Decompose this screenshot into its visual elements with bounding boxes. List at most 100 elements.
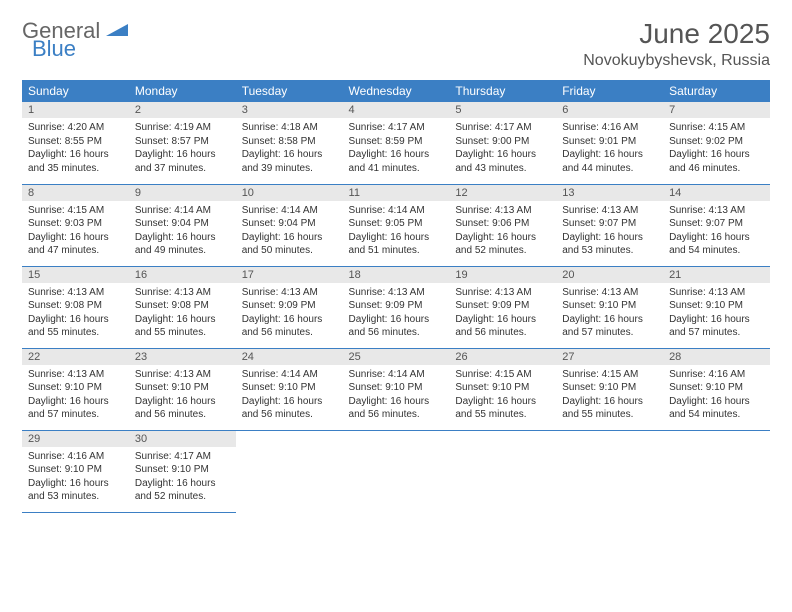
day-number: 4: [343, 102, 450, 118]
month-title: June 2025: [583, 18, 770, 50]
day-number: 16: [129, 267, 236, 283]
day-content: Sunrise: 4:13 AMSunset: 9:06 PMDaylight:…: [449, 201, 556, 261]
sunrise-line: Sunrise: 4:15 AM: [669, 121, 764, 135]
calendar-cell: 11Sunrise: 4:14 AMSunset: 9:05 PMDayligh…: [343, 184, 450, 266]
day-content: Sunrise: 4:13 AMSunset: 9:10 PMDaylight:…: [129, 365, 236, 425]
sunset-line: Sunset: 9:10 PM: [28, 381, 123, 395]
calendar-cell: 20Sunrise: 4:13 AMSunset: 9:10 PMDayligh…: [556, 266, 663, 348]
sunrise-line: Sunrise: 4:14 AM: [135, 204, 230, 218]
day-content: Sunrise: 4:13 AMSunset: 9:10 PMDaylight:…: [22, 365, 129, 425]
weekday-header: Saturday: [663, 80, 770, 102]
sunset-line: Sunset: 9:03 PM: [28, 217, 123, 231]
day-number: 25: [343, 349, 450, 365]
calendar-cell: 16Sunrise: 4:13 AMSunset: 9:08 PMDayligh…: [129, 266, 236, 348]
calendar-cell: 19Sunrise: 4:13 AMSunset: 9:09 PMDayligh…: [449, 266, 556, 348]
sunrise-line: Sunrise: 4:19 AM: [135, 121, 230, 135]
calendar-cell: 22Sunrise: 4:13 AMSunset: 9:10 PMDayligh…: [22, 348, 129, 430]
calendar-cell: 27Sunrise: 4:15 AMSunset: 9:10 PMDayligh…: [556, 348, 663, 430]
calendar-cell: 8Sunrise: 4:15 AMSunset: 9:03 PMDaylight…: [22, 184, 129, 266]
calendar-cell: [449, 430, 556, 512]
calendar-table: SundayMondayTuesdayWednesdayThursdayFrid…: [22, 80, 770, 513]
logo-blue-line: Blue: [32, 36, 76, 62]
sunrise-line: Sunrise: 4:13 AM: [28, 286, 123, 300]
calendar-cell: 2Sunrise: 4:19 AMSunset: 8:57 PMDaylight…: [129, 102, 236, 184]
sunset-line: Sunset: 8:58 PM: [242, 135, 337, 149]
sunrise-line: Sunrise: 4:15 AM: [455, 368, 550, 382]
sunset-line: Sunset: 9:04 PM: [135, 217, 230, 231]
day-number: 10: [236, 185, 343, 201]
day-content: Sunrise: 4:19 AMSunset: 8:57 PMDaylight:…: [129, 118, 236, 178]
calendar-cell: 25Sunrise: 4:14 AMSunset: 9:10 PMDayligh…: [343, 348, 450, 430]
sunrise-line: Sunrise: 4:16 AM: [562, 121, 657, 135]
sunset-line: Sunset: 9:01 PM: [562, 135, 657, 149]
daylight-line: Daylight: 16 hours and 46 minutes.: [669, 148, 764, 175]
day-content: Sunrise: 4:13 AMSunset: 9:07 PMDaylight:…: [663, 201, 770, 261]
sunset-line: Sunset: 9:10 PM: [562, 299, 657, 313]
day-number: 27: [556, 349, 663, 365]
day-content: Sunrise: 4:13 AMSunset: 9:08 PMDaylight:…: [129, 283, 236, 343]
daylight-line: Daylight: 16 hours and 57 minutes.: [28, 395, 123, 422]
calendar-cell: 28Sunrise: 4:16 AMSunset: 9:10 PMDayligh…: [663, 348, 770, 430]
sunset-line: Sunset: 9:07 PM: [562, 217, 657, 231]
day-content: Sunrise: 4:14 AMSunset: 9:04 PMDaylight:…: [129, 201, 236, 261]
sunrise-line: Sunrise: 4:13 AM: [135, 368, 230, 382]
calendar-cell: 23Sunrise: 4:13 AMSunset: 9:10 PMDayligh…: [129, 348, 236, 430]
sunset-line: Sunset: 9:10 PM: [669, 381, 764, 395]
day-number: 13: [556, 185, 663, 201]
weekday-header: Thursday: [449, 80, 556, 102]
daylight-line: Daylight: 16 hours and 56 minutes.: [349, 395, 444, 422]
sunrise-line: Sunrise: 4:17 AM: [455, 121, 550, 135]
sunset-line: Sunset: 9:10 PM: [562, 381, 657, 395]
sunset-line: Sunset: 9:04 PM: [242, 217, 337, 231]
sunset-line: Sunset: 9:07 PM: [669, 217, 764, 231]
calendar-cell: 10Sunrise: 4:14 AMSunset: 9:04 PMDayligh…: [236, 184, 343, 266]
calendar-cell: 24Sunrise: 4:14 AMSunset: 9:10 PMDayligh…: [236, 348, 343, 430]
sunrise-line: Sunrise: 4:13 AM: [349, 286, 444, 300]
calendar-row: 22Sunrise: 4:13 AMSunset: 9:10 PMDayligh…: [22, 348, 770, 430]
day-content: Sunrise: 4:15 AMSunset: 9:03 PMDaylight:…: [22, 201, 129, 261]
day-number: 2: [129, 102, 236, 118]
day-content: Sunrise: 4:14 AMSunset: 9:10 PMDaylight:…: [236, 365, 343, 425]
day-number: 28: [663, 349, 770, 365]
calendar-cell: [343, 430, 450, 512]
sunrise-line: Sunrise: 4:16 AM: [669, 368, 764, 382]
day-content: Sunrise: 4:14 AMSunset: 9:10 PMDaylight:…: [343, 365, 450, 425]
daylight-line: Daylight: 16 hours and 51 minutes.: [349, 231, 444, 258]
daylight-line: Daylight: 16 hours and 52 minutes.: [455, 231, 550, 258]
sunset-line: Sunset: 8:57 PM: [135, 135, 230, 149]
day-number: 15: [22, 267, 129, 283]
day-content: Sunrise: 4:14 AMSunset: 9:05 PMDaylight:…: [343, 201, 450, 261]
calendar-row: 29Sunrise: 4:16 AMSunset: 9:10 PMDayligh…: [22, 430, 770, 512]
sunrise-line: Sunrise: 4:14 AM: [349, 368, 444, 382]
calendar-cell: 4Sunrise: 4:17 AMSunset: 8:59 PMDaylight…: [343, 102, 450, 184]
sunrise-line: Sunrise: 4:13 AM: [242, 286, 337, 300]
day-content: Sunrise: 4:13 AMSunset: 9:08 PMDaylight:…: [22, 283, 129, 343]
daylight-line: Daylight: 16 hours and 47 minutes.: [28, 231, 123, 258]
day-number: 19: [449, 267, 556, 283]
calendar-cell: 21Sunrise: 4:13 AMSunset: 9:10 PMDayligh…: [663, 266, 770, 348]
calendar-row: 8Sunrise: 4:15 AMSunset: 9:03 PMDaylight…: [22, 184, 770, 266]
day-content: Sunrise: 4:13 AMSunset: 9:10 PMDaylight:…: [663, 283, 770, 343]
day-number: 22: [22, 349, 129, 365]
daylight-line: Daylight: 16 hours and 53 minutes.: [562, 231, 657, 258]
daylight-line: Daylight: 16 hours and 57 minutes.: [562, 313, 657, 340]
day-content: Sunrise: 4:15 AMSunset: 9:10 PMDaylight:…: [449, 365, 556, 425]
location-label: Novokuybyshevsk, Russia: [583, 52, 770, 70]
day-content: Sunrise: 4:17 AMSunset: 9:00 PMDaylight:…: [449, 118, 556, 178]
sunrise-line: Sunrise: 4:13 AM: [562, 204, 657, 218]
daylight-line: Daylight: 16 hours and 56 minutes.: [242, 395, 337, 422]
daylight-line: Daylight: 16 hours and 55 minutes.: [455, 395, 550, 422]
title-block: June 2025 Novokuybyshevsk, Russia: [583, 18, 770, 70]
sunset-line: Sunset: 9:10 PM: [455, 381, 550, 395]
sunset-line: Sunset: 9:10 PM: [242, 381, 337, 395]
calendar-cell: [236, 430, 343, 512]
sunrise-line: Sunrise: 4:14 AM: [242, 204, 337, 218]
sunset-line: Sunset: 9:02 PM: [669, 135, 764, 149]
sunset-line: Sunset: 8:55 PM: [28, 135, 123, 149]
sunset-line: Sunset: 9:06 PM: [455, 217, 550, 231]
weekday-header: Monday: [129, 80, 236, 102]
weekday-header: Sunday: [22, 80, 129, 102]
day-content: Sunrise: 4:14 AMSunset: 9:04 PMDaylight:…: [236, 201, 343, 261]
sunset-line: Sunset: 9:08 PM: [28, 299, 123, 313]
sunset-line: Sunset: 9:09 PM: [455, 299, 550, 313]
